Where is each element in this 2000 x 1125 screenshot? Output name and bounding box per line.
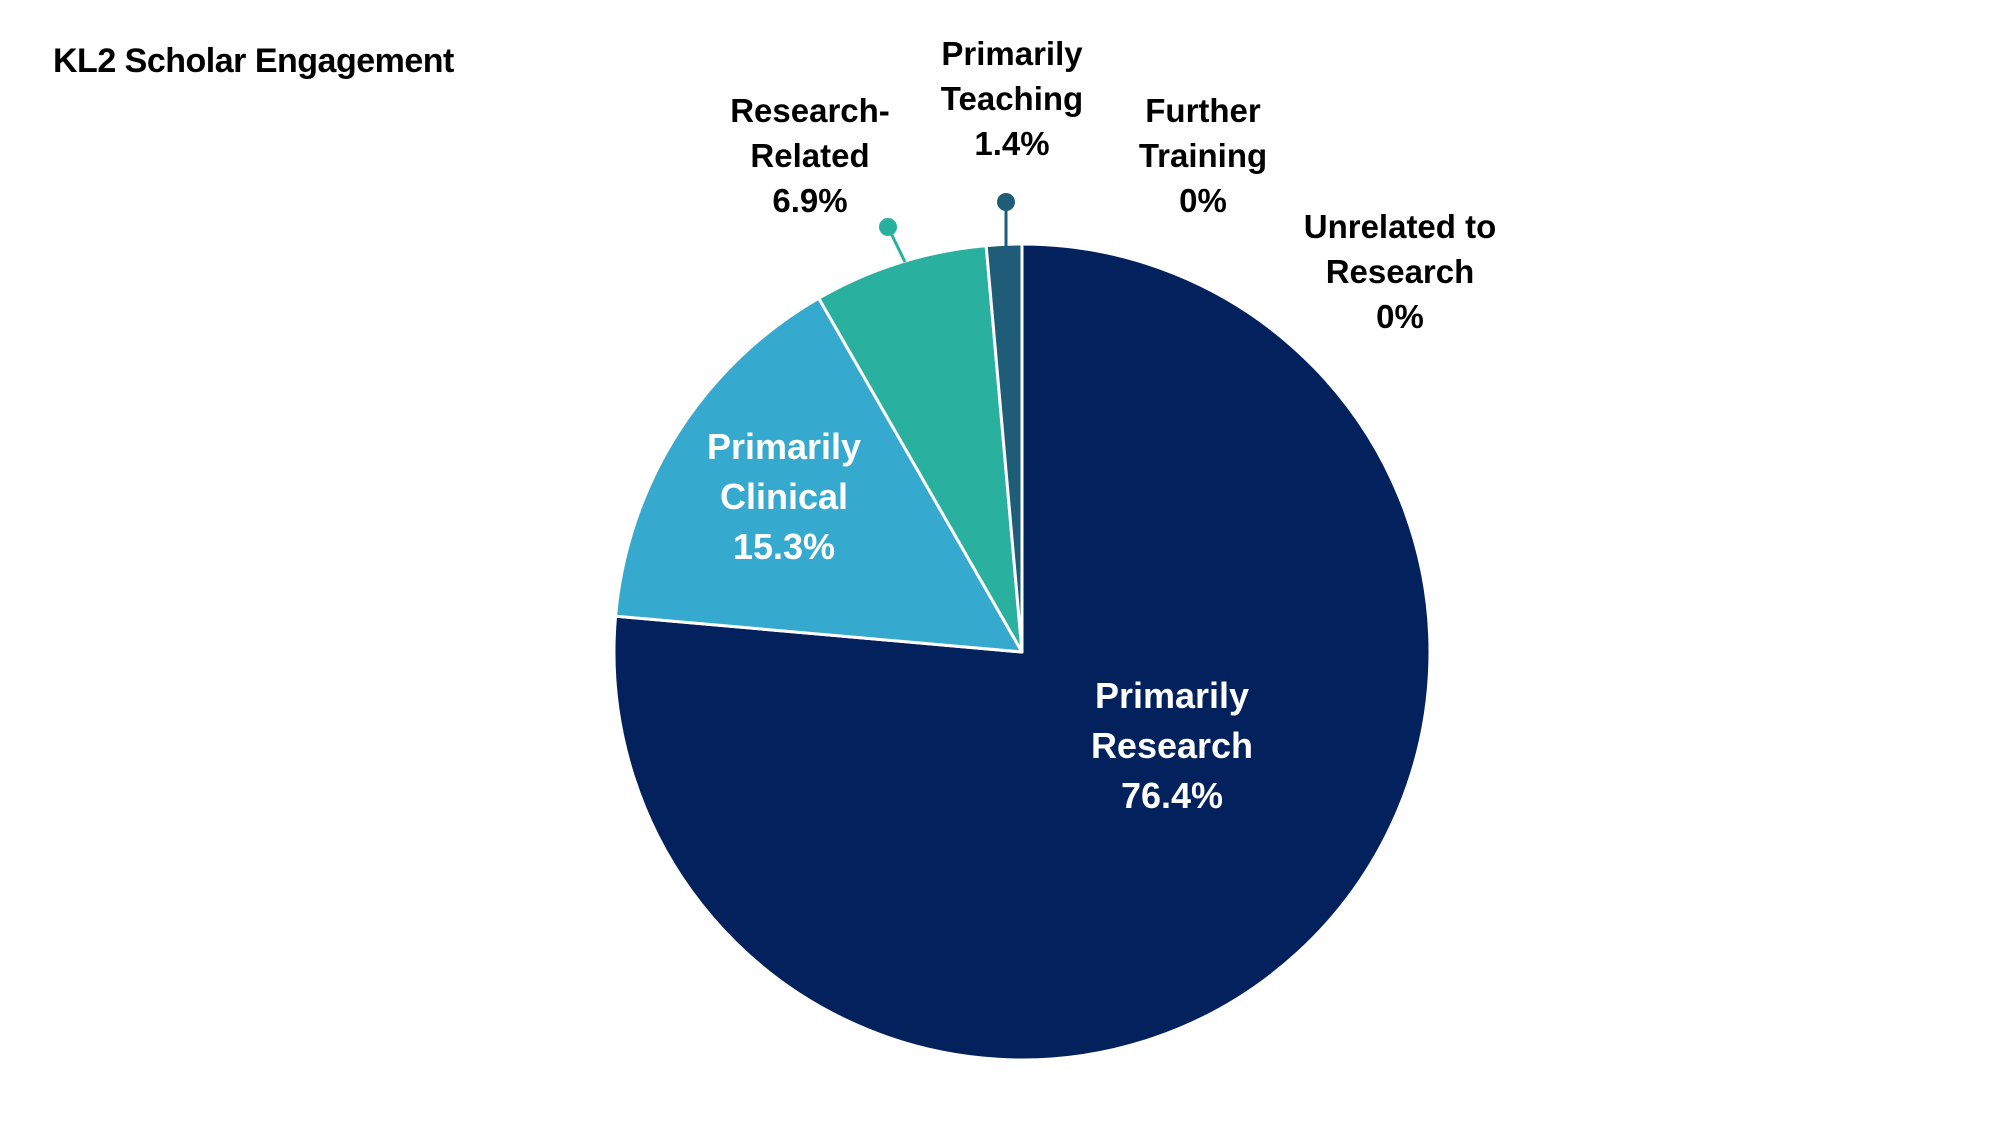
data-label-value: 0% bbox=[1179, 182, 1227, 219]
data-label-name-line: Research- bbox=[730, 92, 890, 129]
data-label-unrelated-to-research: Unrelated to Research 0% bbox=[1304, 208, 1497, 335]
leader-dot-research-related bbox=[879, 218, 897, 236]
data-label-name-line: Clinical bbox=[720, 476, 848, 517]
data-label-value: 6.9% bbox=[772, 182, 847, 219]
data-label-primarily-research: Primarily Research 76.4% bbox=[1091, 675, 1253, 816]
data-label-name-line: Research bbox=[1326, 253, 1475, 290]
data-label-value: 76.4% bbox=[1121, 775, 1223, 816]
pie-slice-primarily-research bbox=[612, 242, 1432, 1062]
data-label-name-line: Training bbox=[1139, 137, 1267, 174]
data-label-name-line: Further bbox=[1145, 92, 1261, 129]
data-label-value: 1.4% bbox=[974, 125, 1049, 162]
leader-dot-primarily-teaching bbox=[997, 193, 1015, 211]
data-label-primarily-clinical: Primarily Clinical 15.3% bbox=[707, 426, 861, 567]
pie-slice-primarily-teaching bbox=[984, 242, 1024, 654]
data-label-name-line: Primarily bbox=[707, 426, 861, 467]
chart-title: KL2 Scholar Engagement bbox=[53, 42, 454, 80]
pie-slice-research-related bbox=[817, 244, 1024, 654]
data-label-value: 15.3% bbox=[733, 526, 835, 567]
data-label-name-line: Research bbox=[1091, 725, 1253, 766]
data-label-research-related: Research- Related 6.9% bbox=[730, 92, 890, 219]
data-label-further-training: Further Training 0% bbox=[1139, 92, 1267, 219]
data-label-value: 0% bbox=[1376, 298, 1424, 335]
data-label-name-line: Unrelated to bbox=[1304, 208, 1497, 245]
pie-slice-primarily-clinical bbox=[614, 296, 1024, 654]
data-label-name-line: Primarily bbox=[941, 35, 1083, 72]
data-label-name-line: Related bbox=[750, 137, 869, 174]
data-label-primarily-teaching: Primarily Teaching 1.4% bbox=[941, 35, 1083, 162]
data-label-name-line: Teaching bbox=[941, 80, 1083, 117]
data-label-name-line: Primarily bbox=[1095, 675, 1249, 716]
